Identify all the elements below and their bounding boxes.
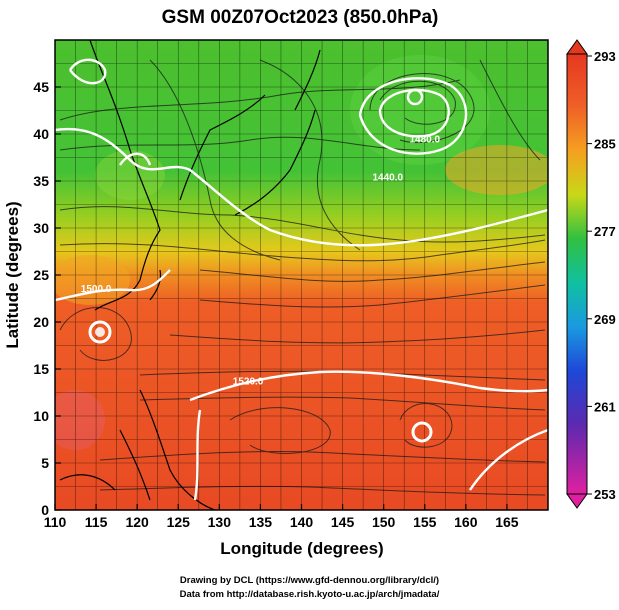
colorbar-label: 261 bbox=[594, 399, 616, 414]
height-contours bbox=[55, 58, 548, 501]
contour-label: 1480.0 bbox=[409, 135, 440, 146]
y-tick-label: 0 bbox=[41, 502, 49, 518]
x-tick-label: 155 bbox=[413, 514, 437, 530]
y-tick-label: 35 bbox=[33, 173, 49, 189]
x-tick-label: 145 bbox=[331, 514, 355, 530]
colorbar-label: 269 bbox=[594, 312, 616, 327]
map-panel: 1520.0 1500.0 1480.0 1440.0 bbox=[55, 40, 548, 510]
x-tick-label: 160 bbox=[454, 514, 478, 530]
y-tick-label: 20 bbox=[33, 314, 49, 330]
y-axis-label: Latitude (degrees) bbox=[3, 201, 22, 348]
y-axis: 0 5 10 15 20 25 30 35 40 45 bbox=[33, 79, 61, 518]
x-tick-label: 120 bbox=[125, 514, 149, 530]
colorbar-gradient bbox=[566, 53, 588, 495]
x-tick-label: 150 bbox=[372, 514, 396, 530]
streamlines bbox=[59, 59, 546, 496]
colorbar-label: 285 bbox=[594, 137, 616, 152]
colorbar-top-arrow bbox=[566, 39, 588, 55]
x-axis-label: Longitude (degrees) bbox=[220, 539, 383, 558]
x-tick-label: 125 bbox=[167, 514, 191, 530]
y-tick-label: 30 bbox=[33, 220, 49, 236]
colorbar-label: 293 bbox=[594, 49, 616, 64]
low-center-north-pacific bbox=[406, 88, 424, 106]
x-tick-label: 135 bbox=[249, 514, 273, 530]
figure-title: GSM 00Z07Oct2023 (850.0hPa) bbox=[162, 7, 439, 28]
contour-label: 1440.0 bbox=[372, 172, 403, 183]
low-center-south-china-sea-core bbox=[95, 327, 105, 337]
x-tick-label: 140 bbox=[290, 514, 314, 530]
colorbar-label: 253 bbox=[594, 487, 616, 502]
colorbar-label: 277 bbox=[594, 224, 616, 239]
y-tick-label: 15 bbox=[33, 361, 49, 377]
hot-patch bbox=[55, 390, 105, 450]
y-tick-label: 45 bbox=[33, 79, 49, 95]
x-axis: 110 115 120 125 130 135 140 145 150 155 160 165 bbox=[44, 504, 519, 530]
contour-labels: 1520.0 1500.0 1480.0 1440.0 bbox=[81, 135, 441, 388]
x-tick-label: 130 bbox=[208, 514, 232, 530]
colorbar-bottom-arrow bbox=[566, 493, 588, 509]
cool-patch bbox=[350, 55, 490, 165]
credit-data: Data from http://database.rish.kyoto-u.a… bbox=[179, 589, 440, 600]
colorbar: 293 285 277 269 261 253 bbox=[566, 39, 616, 509]
low-center-pacific bbox=[411, 421, 433, 443]
cool-patch bbox=[95, 150, 165, 200]
credit-drawing: Drawing by DCL (https://www.gfd-dennou.o… bbox=[179, 575, 440, 586]
y-tick-label: 25 bbox=[33, 267, 49, 283]
x-tick-label: 115 bbox=[85, 514, 108, 530]
x-tick-label: 165 bbox=[495, 514, 519, 530]
y-tick-label: 40 bbox=[33, 126, 49, 142]
contour-label: 1520.0 bbox=[233, 376, 264, 387]
coastlines bbox=[59, 40, 321, 510]
warm-patch bbox=[55, 255, 130, 305]
warm-patch bbox=[445, 145, 548, 195]
y-tick-label: 5 bbox=[41, 455, 49, 471]
colorbar-labels: 293 285 277 269 261 253 bbox=[587, 49, 616, 502]
contour-label: 1500.0 bbox=[81, 284, 112, 295]
gridlines bbox=[55, 40, 548, 510]
y-tick-label: 10 bbox=[33, 408, 49, 424]
low-center-south-china-sea bbox=[88, 320, 112, 344]
x-tick-label: 110 bbox=[44, 514, 67, 530]
